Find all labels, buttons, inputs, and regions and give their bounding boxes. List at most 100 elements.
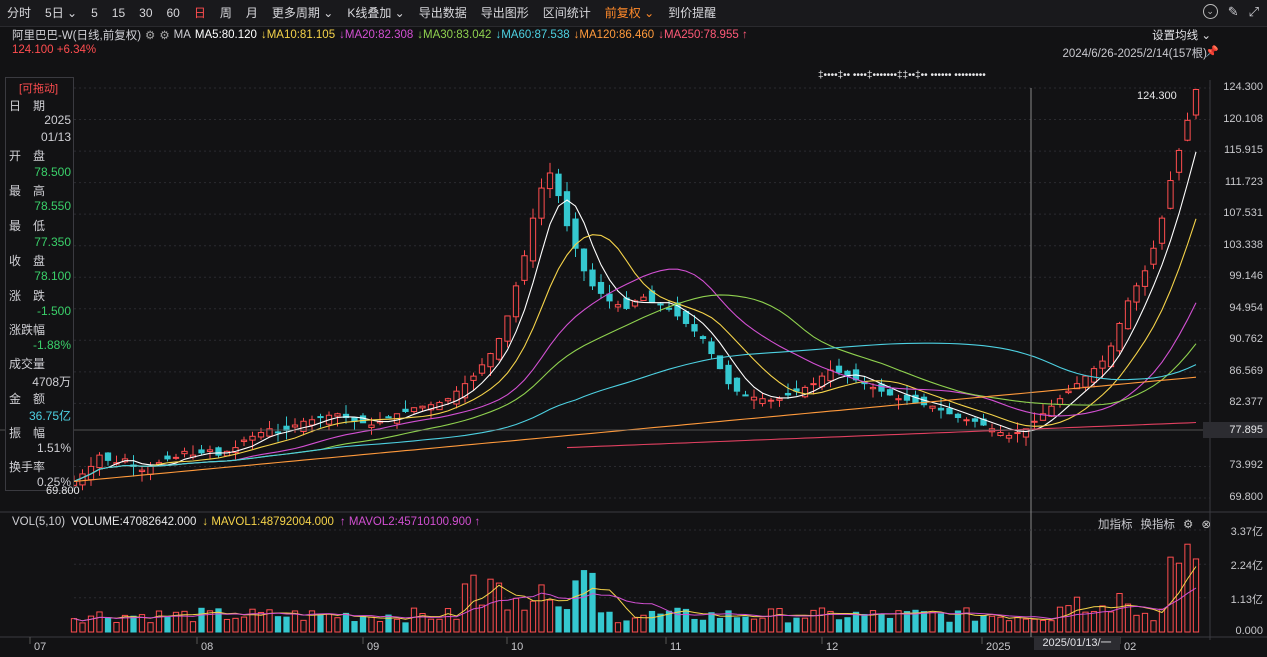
volume-bar	[963, 607, 970, 633]
collapse-icon[interactable]: ⌄	[1202, 4, 1218, 19]
gear-icon[interactable]: ⚙	[1183, 519, 1194, 531]
volume-bar	[606, 611, 613, 633]
volume-tick: 3.37亿	[1230, 526, 1263, 538]
brush-icon[interactable]: ✎	[1227, 4, 1239, 19]
candle	[147, 465, 154, 475]
kline-overlay-menu[interactable]: K线叠加 ⌄	[347, 6, 405, 20]
close-icon[interactable]: ⊗	[1201, 519, 1211, 531]
candle	[555, 173, 562, 197]
tab-month[interactable]: 月	[245, 6, 258, 20]
tab-60min[interactable]: 60	[166, 6, 180, 20]
volume-bar	[572, 580, 579, 633]
tab-15min[interactable]: 15	[111, 6, 126, 20]
candle	[334, 413, 341, 417]
volume-bar	[1014, 616, 1021, 633]
candle	[249, 435, 256, 441]
candle	[410, 407, 418, 413]
candle	[538, 187, 545, 219]
tab-30min[interactable]: 30	[139, 6, 153, 20]
candle	[665, 307, 673, 310]
fullscreen-icon[interactable]: ⤢	[1248, 4, 1259, 19]
settings-dots-icon[interactable]: ⚙	[159, 30, 170, 42]
volume-bar	[699, 619, 707, 633]
volume-bar	[155, 610, 163, 633]
volume-tick: 0.000	[1235, 625, 1263, 637]
volume-bar	[215, 608, 222, 633]
volume-bar	[988, 615, 996, 633]
volume-bar	[742, 616, 749, 633]
candle	[385, 416, 392, 419]
tab-day[interactable]: 日	[193, 6, 206, 20]
tab-5day[interactable]: 5日 ⌄	[45, 6, 78, 20]
candle	[546, 172, 554, 190]
volume-bar	[70, 618, 78, 633]
tab-timeshare[interactable]: 分时	[7, 6, 32, 20]
candle	[1158, 217, 1166, 244]
volume-bar	[844, 617, 851, 633]
volume-bar	[614, 622, 622, 633]
ma5-value: MA5:80.120	[194, 29, 257, 41]
crosshair-date-label: 2025/01/13/一	[1034, 636, 1120, 650]
date-tick: 07	[34, 641, 47, 653]
volume-bar	[147, 622, 154, 633]
volume-bar	[920, 611, 928, 633]
range-stats-button[interactable]: 区间统计	[542, 6, 591, 20]
date-tick: 2025	[986, 641, 1011, 653]
date-tick: 08	[201, 641, 214, 653]
volume-bar	[708, 612, 715, 633]
ma30-value: ↓MA30:83.042	[417, 29, 492, 41]
crosshair-info-panel[interactable]: [可拖动] 日 期 2025 01/13 开 盘 78.500 最 高 78.5…	[5, 77, 74, 491]
volume-bar	[1056, 606, 1064, 633]
tab-5min[interactable]: 5	[91, 6, 98, 20]
candle	[1099, 360, 1106, 369]
add-indicator-button[interactable]: 加指标	[1098, 519, 1133, 531]
volume-bar	[1133, 614, 1140, 633]
date-range: 2024/6/26-2025/2/14(157根)	[1062, 48, 1208, 60]
pin-icon[interactable]: 📌	[1205, 46, 1219, 58]
price-tick: 99.146	[1229, 270, 1263, 283]
mavol1-value: ↓ MAVOL1:48792004.000	[202, 516, 334, 528]
set-ma-button[interactable]: 设置均线 ⌄	[1152, 30, 1211, 42]
indicator-controls: 加指标 换指标 ⚙ ⊗	[1098, 516, 1211, 532]
candle	[1192, 89, 1200, 116]
adjust-mode-menu[interactable]: 前复权 ⌄	[604, 6, 655, 20]
volume-bar	[308, 610, 316, 633]
price-alert-button[interactable]: 到价提醒	[668, 6, 717, 20]
volume-bar	[529, 600, 537, 633]
candle	[206, 449, 214, 452]
export-image-button[interactable]: 导出图形	[480, 6, 529, 20]
candle	[784, 392, 792, 396]
volume-bar	[912, 609, 919, 633]
price-tick: 94.954	[1229, 301, 1263, 314]
candle	[767, 399, 775, 402]
volume-bar	[589, 572, 596, 633]
volume-bar	[674, 607, 681, 633]
price-tick: 120.108	[1223, 112, 1263, 125]
price-change: 124.100 +6.34%	[12, 44, 97, 56]
volume-bar	[342, 612, 350, 633]
candle	[444, 398, 452, 402]
volume-bar	[580, 570, 588, 633]
gear-icon[interactable]: ⚙	[145, 30, 156, 42]
candle	[563, 191, 571, 227]
candle	[96, 454, 103, 469]
drag-handle[interactable]: [可拖动]	[19, 83, 59, 95]
chevron-down-icon: ⌄	[640, 6, 655, 20]
close-label: 收 盘	[9, 254, 46, 268]
swap-indicator-button[interactable]: 换指标	[1140, 519, 1176, 531]
price-tick: 90.762	[1229, 333, 1263, 346]
close-value: 78.100	[34, 269, 71, 283]
volume-bar	[96, 611, 103, 633]
candle	[291, 424, 299, 428]
tab-week[interactable]: 周	[219, 6, 232, 20]
volume-bar	[427, 618, 435, 633]
export-data-button[interactable]: 导出数据	[418, 6, 467, 20]
vol-label: VOL(5,10)	[12, 516, 66, 528]
more-periods-menu[interactable]: 更多周期 ⌄	[271, 6, 334, 20]
candle	[215, 447, 222, 456]
volume-bar	[852, 611, 860, 633]
change-value: -1.500	[36, 304, 71, 318]
chevron-down-icon: ⌄	[319, 6, 334, 20]
candle	[317, 416, 324, 419]
